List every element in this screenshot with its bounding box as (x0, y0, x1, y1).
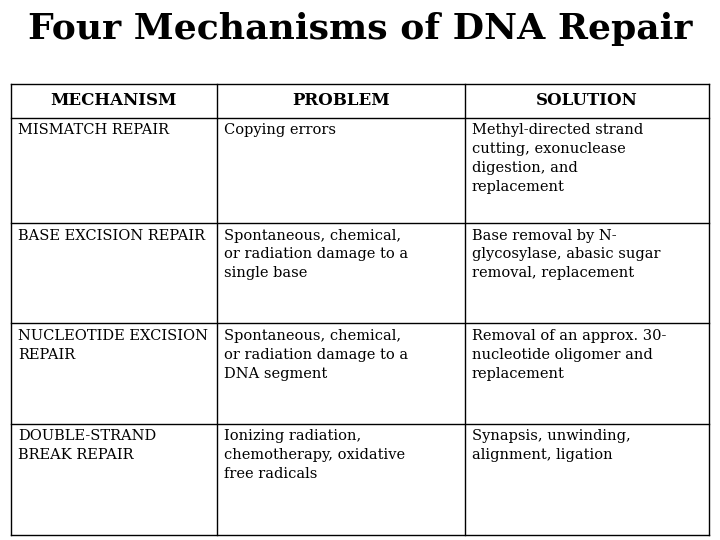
Text: Methyl-directed strand
cutting, exonuclease
digestion, and
replacement: Methyl-directed strand cutting, exonucle… (472, 123, 643, 194)
Text: MECHANISM: MECHANISM (50, 92, 177, 109)
Text: MISMATCH REPAIR: MISMATCH REPAIR (18, 123, 169, 137)
Text: DOUBLE-STRAND
BREAK REPAIR: DOUBLE-STRAND BREAK REPAIR (18, 429, 156, 462)
Text: Spontaneous, chemical,
or radiation damage to a
DNA segment: Spontaneous, chemical, or radiation dama… (224, 329, 408, 381)
Text: Ionizing radiation,
chemotherapy, oxidative
free radicals: Ionizing radiation, chemotherapy, oxidat… (224, 429, 405, 481)
Text: Spontaneous, chemical,
or radiation damage to a
single base: Spontaneous, chemical, or radiation dama… (224, 228, 408, 280)
Text: SOLUTION: SOLUTION (536, 92, 638, 109)
Text: Synapsis, unwinding,
alignment, ligation: Synapsis, unwinding, alignment, ligation (472, 429, 631, 462)
Text: Removal of an approx. 30-
nucleotide oligomer and
replacement: Removal of an approx. 30- nucleotide oli… (472, 329, 666, 381)
Text: Copying errors: Copying errors (224, 123, 336, 137)
Text: BASE EXCISION REPAIR: BASE EXCISION REPAIR (18, 228, 205, 242)
Text: Base removal by N-
glycosylase, abasic sugar
removal, replacement: Base removal by N- glycosylase, abasic s… (472, 228, 660, 280)
Text: NUCLEOTIDE EXCISION
REPAIR: NUCLEOTIDE EXCISION REPAIR (18, 329, 208, 362)
Text: PROBLEM: PROBLEM (292, 92, 390, 109)
Text: Four Mechanisms of DNA Repair: Four Mechanisms of DNA Repair (28, 12, 692, 46)
